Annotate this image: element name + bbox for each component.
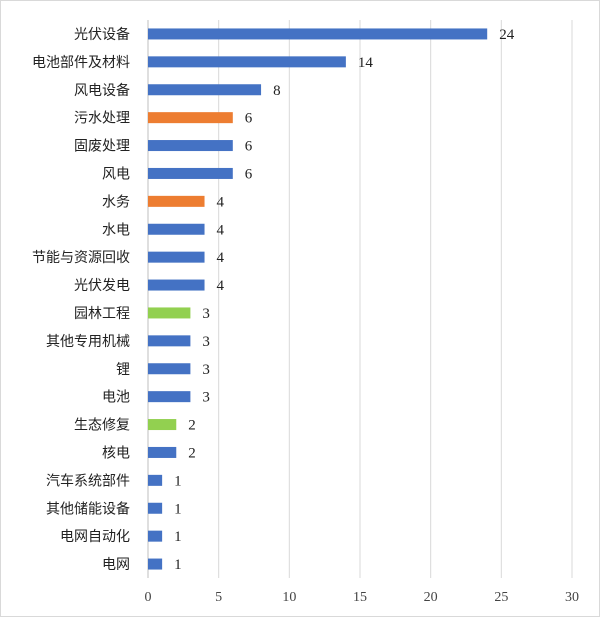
category-label: 污水处理 bbox=[74, 111, 130, 127]
bar-16 bbox=[148, 446, 177, 458]
category-label: 节能与资源回收 bbox=[32, 250, 130, 266]
category-label: 电池部件及材料 bbox=[32, 55, 130, 71]
category-label: 光伏发电 bbox=[74, 278, 130, 294]
category-label: 其他储能设备 bbox=[46, 500, 130, 517]
bar-1 bbox=[148, 28, 488, 40]
x-tick-label: 25 bbox=[494, 590, 508, 605]
bar-18 bbox=[148, 502, 163, 514]
bar-20 bbox=[148, 558, 163, 570]
value-label: 4 bbox=[217, 278, 225, 294]
x-tick-label: 10 bbox=[282, 590, 296, 605]
bar-11 bbox=[148, 307, 191, 319]
category-label: 固废处理 bbox=[74, 139, 130, 155]
value-label: 3 bbox=[202, 390, 210, 406]
category-label: 光伏设备 bbox=[74, 26, 130, 43]
value-label: 2 bbox=[188, 445, 196, 461]
category-label: 水务 bbox=[102, 194, 130, 210]
x-axis-ticks: 0 5 10 15 20 25 30 bbox=[145, 590, 580, 605]
value-label: 14 bbox=[358, 55, 374, 71]
category-label: 水电 bbox=[102, 222, 130, 238]
value-label: 3 bbox=[202, 334, 210, 350]
x-tick-label: 30 bbox=[565, 590, 579, 605]
category-label: 园林工程 bbox=[74, 306, 130, 322]
value-label: 6 bbox=[245, 166, 253, 182]
value-label: 1 bbox=[174, 529, 182, 545]
category-label: 电网自动化 bbox=[60, 529, 130, 545]
x-tick-label: 0 bbox=[145, 590, 152, 605]
bar-9 bbox=[148, 251, 205, 263]
bar-14 bbox=[148, 391, 191, 403]
category-label: 电网 bbox=[102, 557, 130, 573]
value-label: 4 bbox=[217, 222, 225, 238]
value-label: 4 bbox=[217, 194, 225, 210]
bars bbox=[148, 28, 488, 570]
category-label: 汽车系统部件 bbox=[46, 472, 130, 489]
category-label: 风电设备 bbox=[74, 82, 130, 99]
bar-8 bbox=[148, 223, 205, 235]
category-label: 生态修复 bbox=[74, 417, 130, 434]
value-label: 3 bbox=[202, 362, 210, 378]
category-labels: 光伏设备电池部件及材料风电设备污水处理固废处理风电水务水电节能与资源回收光伏发电… bbox=[32, 26, 130, 573]
value-label: 8 bbox=[273, 83, 281, 99]
category-label: 电池 bbox=[102, 390, 130, 406]
value-label: 1 bbox=[174, 501, 182, 517]
bar-17 bbox=[148, 474, 163, 486]
category-label: 其他专用机械 bbox=[46, 334, 130, 350]
value-label: 2 bbox=[188, 418, 196, 434]
bar-15 bbox=[148, 419, 177, 431]
bar-2 bbox=[148, 56, 346, 68]
value-label: 24 bbox=[499, 27, 515, 43]
bar-19 bbox=[148, 530, 163, 542]
value-label: 6 bbox=[245, 111, 253, 127]
bar-13 bbox=[148, 363, 191, 375]
value-label: 3 bbox=[202, 306, 210, 322]
x-tick-label: 15 bbox=[353, 590, 367, 605]
value-label: 4 bbox=[217, 250, 225, 266]
value-label: 6 bbox=[245, 139, 253, 155]
category-label: 风电 bbox=[102, 166, 130, 182]
value-label: 1 bbox=[174, 473, 182, 489]
category-label: 锂 bbox=[116, 362, 130, 378]
gridlines bbox=[147, 20, 573, 578]
bar-5 bbox=[148, 140, 233, 152]
category-label: 核电 bbox=[102, 445, 130, 461]
bar-7 bbox=[148, 195, 205, 207]
bar-4 bbox=[148, 112, 233, 124]
bar-10 bbox=[148, 279, 205, 291]
bar-12 bbox=[148, 335, 191, 347]
value-label: 1 bbox=[174, 557, 182, 573]
bar-3 bbox=[148, 84, 262, 96]
x-tick-label: 20 bbox=[424, 590, 438, 605]
x-tick-label: 5 bbox=[215, 590, 222, 605]
bar-6 bbox=[148, 167, 233, 179]
